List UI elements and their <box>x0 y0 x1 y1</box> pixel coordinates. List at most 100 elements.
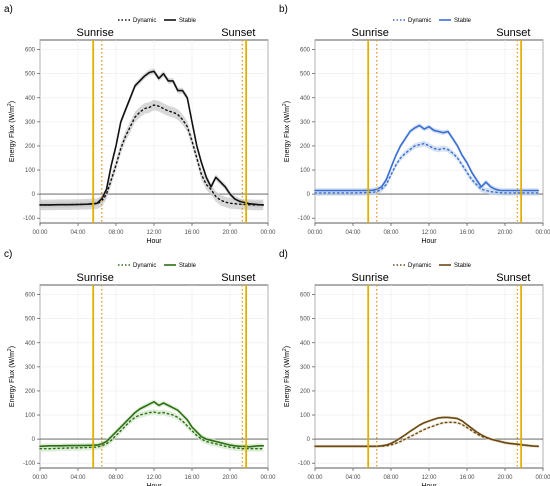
x-tick-label: 12:00 <box>421 230 437 236</box>
y-tick-label: 300 <box>25 365 36 371</box>
series-line-stable <box>314 124 540 192</box>
sunrise-label: Sunrise <box>352 27 389 39</box>
sunset-label: Sunset <box>221 272 255 284</box>
y-axis-title: Energy Flux (W/m2) <box>282 101 291 162</box>
y-tick-label: 400 <box>300 96 311 102</box>
x-tick-label: 04:00 <box>70 230 86 236</box>
x-tick-label: 16:00 <box>459 475 475 481</box>
legend-label-stable: Stable <box>179 18 197 24</box>
confidence-band-dynamic <box>40 409 264 452</box>
series-line-dynamic <box>314 142 539 194</box>
x-tick-label: 08:00 <box>383 475 399 481</box>
y-tick-label: -100 <box>298 216 311 222</box>
y-tick-label: 100 <box>25 413 36 419</box>
x-tick-label: 04:00 <box>70 475 86 481</box>
panel-label: c) <box>4 249 12 260</box>
x-tick-label: 08:00 <box>108 475 124 481</box>
y-tick-label: 0 <box>32 437 36 443</box>
panel-3: c) -100 0 100 200 300 400 500 600 00:00 04:00 08:00… <box>4 249 276 486</box>
x-tick-label: 08:00 <box>108 230 124 236</box>
series-line-dynamic <box>39 104 264 206</box>
legend-label-dynamic: Dynamic <box>133 263 156 269</box>
y-tick-label: 600 <box>300 48 311 54</box>
y-tick-label: 500 <box>25 317 36 323</box>
y-tick-label: 0 <box>307 437 311 443</box>
x-axis-title: Hour <box>421 483 437 486</box>
y-axis-title: Energy Flux (W/m2) <box>7 346 16 407</box>
y-tick-label: 300 <box>300 120 311 126</box>
y-axis-title-main: Energy Flux (W/m <box>284 351 291 407</box>
x-tick-label: 00:00 <box>260 475 276 481</box>
y-tick-label: 600 <box>25 293 36 299</box>
y-tick-label: 400 <box>300 341 311 347</box>
y-axis-title-sup: 2 <box>7 103 13 106</box>
panel-1: a) -100 0 100 200 300 400 500 600 00:00 04:00 08:00… <box>4 4 276 245</box>
x-tick-label: 12:00 <box>421 475 437 481</box>
y-tick-label: -100 <box>298 461 311 467</box>
y-tick-label: 300 <box>300 365 311 371</box>
y-axis-title-end: ) <box>9 101 16 103</box>
sunrise-label: Sunrise <box>77 272 114 284</box>
y-axis-title-main: Energy Flux (W/m <box>9 351 16 407</box>
y-axis-title: Energy Flux (W/m2) <box>282 346 291 407</box>
x-tick-label: 00:00 <box>307 230 323 236</box>
x-axis-title: Hour <box>146 483 162 486</box>
y-tick-label: 0 <box>307 192 311 198</box>
y-tick-label: -100 <box>23 216 36 222</box>
y-tick-label: 200 <box>25 389 36 395</box>
confidence-band-dynamic <box>40 99 264 211</box>
y-axis-title-main: Energy Flux (W/m <box>9 106 16 162</box>
y-tick-label: 400 <box>25 96 36 102</box>
x-tick-label: 20:00 <box>497 475 513 481</box>
sunset-label: Sunset <box>221 27 255 39</box>
x-axis-title: Hour <box>146 238 162 245</box>
legend-label-stable: Stable <box>454 263 472 269</box>
x-axis-title: Hour <box>421 238 437 245</box>
panel-2: b) -100 0 100 200 300 400 500 600 00:00 04:00 08:00… <box>279 4 550 245</box>
x-tick-label: 04:00 <box>345 475 361 481</box>
y-tick-label: 200 <box>300 389 311 395</box>
y-tick-label: 100 <box>25 168 36 174</box>
legend-label-stable: Stable <box>179 263 197 269</box>
legend-label-dynamic: Dynamic <box>408 18 431 24</box>
y-axis-title-main: Energy Flux (W/m <box>284 106 291 162</box>
x-tick-label: 20:00 <box>222 475 238 481</box>
x-tick-label: 12:00 <box>146 230 162 236</box>
y-axis-title-sup: 2 <box>7 348 13 351</box>
series-line-dynamic <box>314 421 539 447</box>
y-tick-label: 600 <box>300 293 311 299</box>
legend-label-dynamic: Dynamic <box>408 263 431 269</box>
y-axis-title-sup: 2 <box>282 348 288 351</box>
x-tick-label: 20:00 <box>497 230 513 236</box>
sunset-label: Sunset <box>496 272 530 284</box>
sunrise-label: Sunrise <box>352 272 389 284</box>
x-tick-label: 20:00 <box>222 230 238 236</box>
panel-label: b) <box>279 4 288 15</box>
y-tick-label: 0 <box>32 192 36 198</box>
panel-label: d) <box>279 249 288 260</box>
y-tick-label: 500 <box>25 72 36 78</box>
series-line-stable <box>39 400 265 448</box>
series-line-dynamic <box>39 411 264 450</box>
y-tick-label: 600 <box>25 48 36 54</box>
x-tick-label: 00:00 <box>535 230 550 236</box>
x-tick-label: 16:00 <box>184 230 200 236</box>
legend-label-dynamic: Dynamic <box>133 18 156 24</box>
sunset-label: Sunset <box>496 27 530 39</box>
y-tick-label: 100 <box>300 168 311 174</box>
y-tick-label: -100 <box>23 461 36 467</box>
sunrise-label: Sunrise <box>77 27 114 39</box>
y-tick-label: 500 <box>300 317 311 323</box>
x-tick-label: 00:00 <box>260 230 276 236</box>
x-tick-label: 04:00 <box>345 230 361 236</box>
x-tick-label: 00:00 <box>535 475 550 481</box>
y-axis-title: Energy Flux (W/m2) <box>7 101 16 162</box>
y-axis-title-sup: 2 <box>282 103 288 106</box>
y-tick-label: 100 <box>300 413 311 419</box>
y-tick-label: 200 <box>25 144 36 150</box>
confidence-band-dynamic <box>315 420 539 448</box>
confidence-band-stable <box>40 399 264 450</box>
panel-4: d) -100 0 100 200 300 400 500 600 00:00 04:00 08:00… <box>279 249 550 486</box>
y-axis-title-end: ) <box>9 346 16 348</box>
